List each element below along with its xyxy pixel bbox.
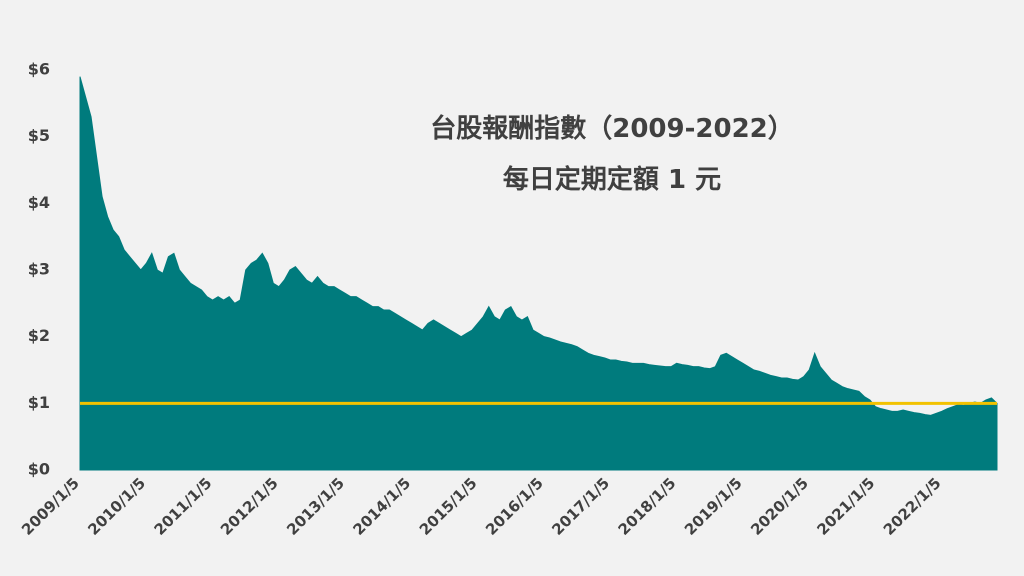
y-tick-label: $4 xyxy=(28,193,50,212)
chart-title: 台股報酬指數（2009-2022） xyxy=(430,113,794,144)
y-tick-label: $3 xyxy=(28,260,50,279)
area xyxy=(79,76,998,471)
y-tick-label: $6 xyxy=(28,60,50,79)
y-tick-label: $2 xyxy=(28,326,50,345)
y-tick-label: $0 xyxy=(28,460,50,479)
y-tick-label: $5 xyxy=(28,126,50,145)
y-tick-label: $1 xyxy=(28,393,50,412)
chart-subtitle: 每日定期定額 1 元 xyxy=(503,164,721,195)
